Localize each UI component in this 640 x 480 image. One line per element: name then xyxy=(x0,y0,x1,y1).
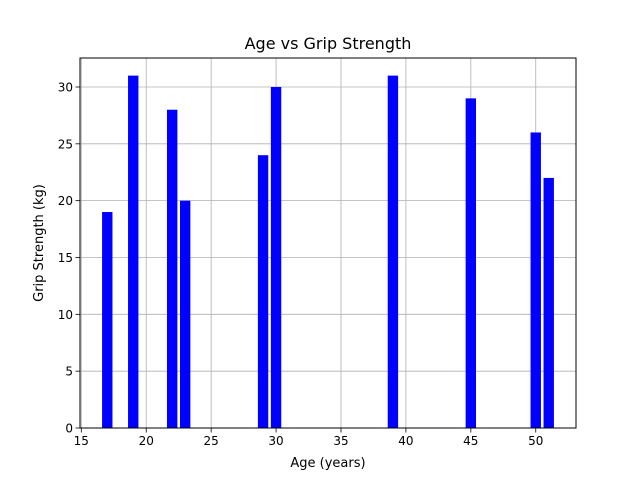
x-tick-label: 30 xyxy=(268,434,283,448)
bar xyxy=(387,75,399,428)
y-tick-label: 15 xyxy=(58,251,73,265)
chart-title: Age vs Grip Strength xyxy=(245,34,412,53)
bar xyxy=(166,109,178,428)
y-tick-label: 0 xyxy=(65,422,73,436)
x-tick-label: 40 xyxy=(398,434,413,448)
x-tick-label: 45 xyxy=(463,434,478,448)
y-tick-label: 30 xyxy=(58,80,73,94)
x-tick-label: 50 xyxy=(528,434,543,448)
bar xyxy=(102,212,113,428)
y-axis-ticks: 0 5 10 15 20 25 30 xyxy=(58,80,80,436)
y-tick-label: 25 xyxy=(58,137,73,151)
x-tick-label: 15 xyxy=(74,434,89,448)
bar xyxy=(179,200,191,428)
bar xyxy=(530,132,541,428)
plot-frame xyxy=(79,57,577,429)
y-axis-label: Grip Strength (kg) xyxy=(32,184,47,302)
bar-series xyxy=(102,75,554,428)
bar xyxy=(465,98,477,428)
bar xyxy=(543,177,554,428)
x-tick-label: 35 xyxy=(333,434,348,448)
x-axis-ticks: 15 20 25 30 35 40 45 50 xyxy=(74,428,543,448)
y-tick-label: 5 xyxy=(65,365,73,379)
bar xyxy=(270,86,282,428)
y-tick-label: 10 xyxy=(58,308,73,322)
x-axis-label: Age (years) xyxy=(290,456,365,471)
x-tick-label: 25 xyxy=(204,434,219,448)
bar xyxy=(128,75,139,428)
y-tick-label: 20 xyxy=(58,194,73,208)
bar xyxy=(257,155,269,428)
x-tick-label: 20 xyxy=(139,434,154,448)
